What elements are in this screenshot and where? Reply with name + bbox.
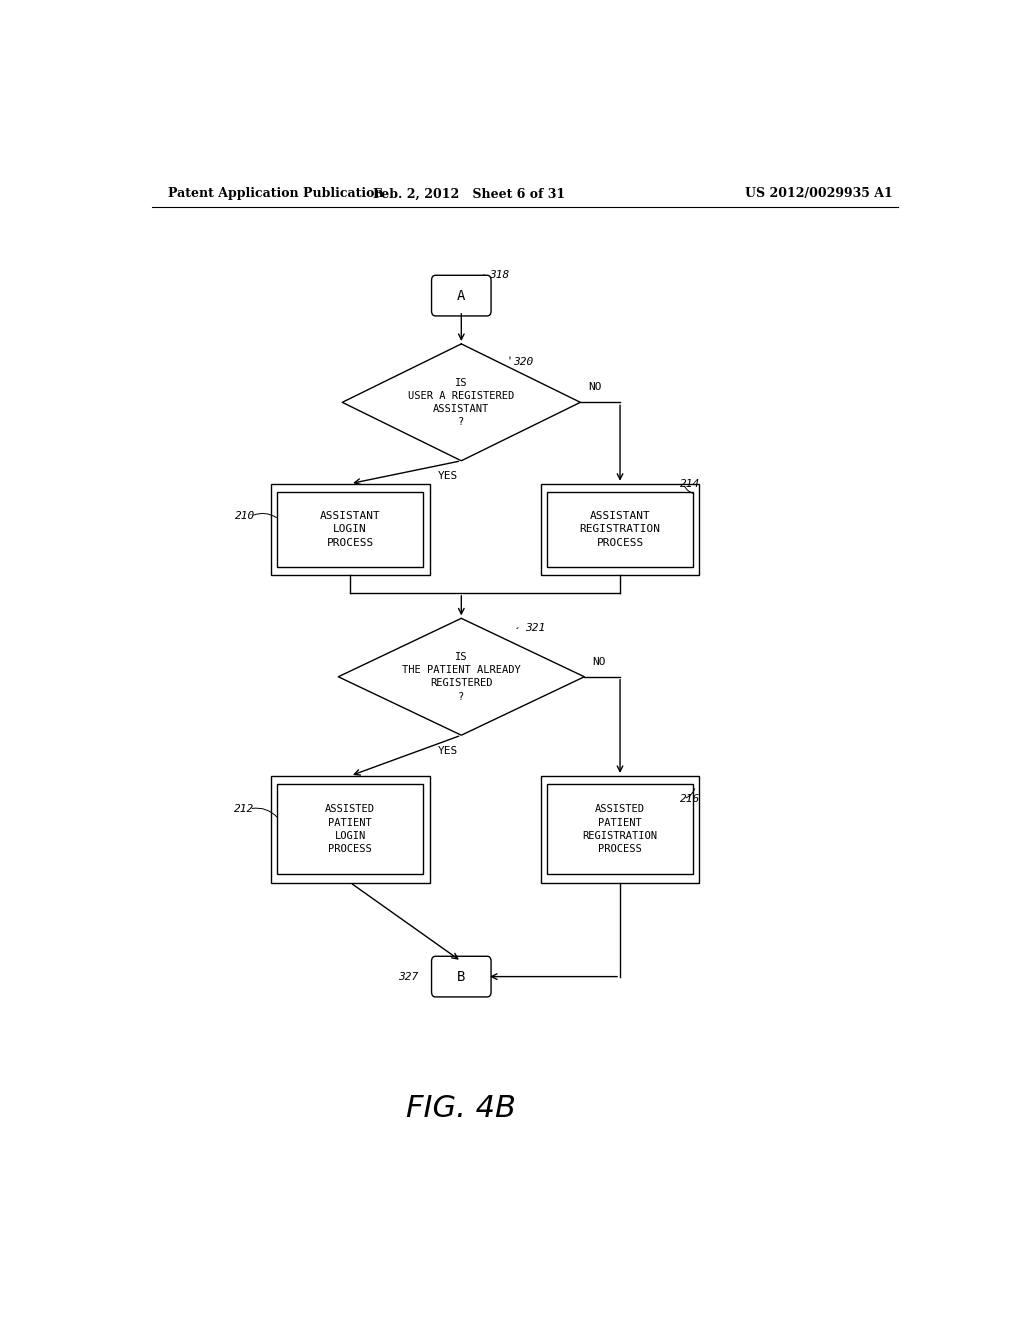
Bar xyxy=(541,483,699,576)
Bar xyxy=(278,492,423,568)
Text: 321: 321 xyxy=(524,623,545,634)
Text: IS
USER A REGISTERED
ASSISTANT
?: IS USER A REGISTERED ASSISTANT ? xyxy=(409,378,514,428)
Bar xyxy=(270,776,430,883)
Bar xyxy=(270,483,430,576)
Text: 318: 318 xyxy=(489,271,509,280)
Text: 320: 320 xyxy=(513,356,534,367)
FancyBboxPatch shape xyxy=(431,276,492,315)
Text: B: B xyxy=(457,970,466,983)
Text: 327: 327 xyxy=(397,972,418,982)
Bar xyxy=(547,492,693,568)
Text: 212: 212 xyxy=(233,804,254,814)
Text: Feb. 2, 2012   Sheet 6 of 31: Feb. 2, 2012 Sheet 6 of 31 xyxy=(373,187,565,201)
Text: 210: 210 xyxy=(236,511,255,521)
Text: NO: NO xyxy=(592,656,606,667)
Text: US 2012/0029935 A1: US 2012/0029935 A1 xyxy=(744,187,892,201)
Text: ASSISTED
PATIENT
LOGIN
PROCESS: ASSISTED PATIENT LOGIN PROCESS xyxy=(326,804,375,854)
Text: ASSISTANT
REGISTRATION
PROCESS: ASSISTANT REGISTRATION PROCESS xyxy=(580,511,660,548)
Bar xyxy=(278,784,423,874)
FancyBboxPatch shape xyxy=(431,956,492,997)
Text: A: A xyxy=(457,289,466,302)
Bar xyxy=(541,776,699,883)
Text: NO: NO xyxy=(588,381,602,392)
Text: 216: 216 xyxy=(680,793,699,804)
Text: IS
THE PATIENT ALREADY
REGISTERED
?: IS THE PATIENT ALREADY REGISTERED ? xyxy=(402,652,520,701)
Text: YES: YES xyxy=(437,471,458,480)
Text: ASSISTED
PATIENT
REGISTRATION
PROCESS: ASSISTED PATIENT REGISTRATION PROCESS xyxy=(583,804,657,854)
Text: Patent Application Publication: Patent Application Publication xyxy=(168,187,383,201)
Text: ASSISTANT
LOGIN
PROCESS: ASSISTANT LOGIN PROCESS xyxy=(319,511,381,548)
Text: 214: 214 xyxy=(680,479,699,488)
Text: FIG. 4B: FIG. 4B xyxy=(407,1094,516,1123)
Text: YES: YES xyxy=(437,746,458,755)
Bar xyxy=(547,784,693,874)
